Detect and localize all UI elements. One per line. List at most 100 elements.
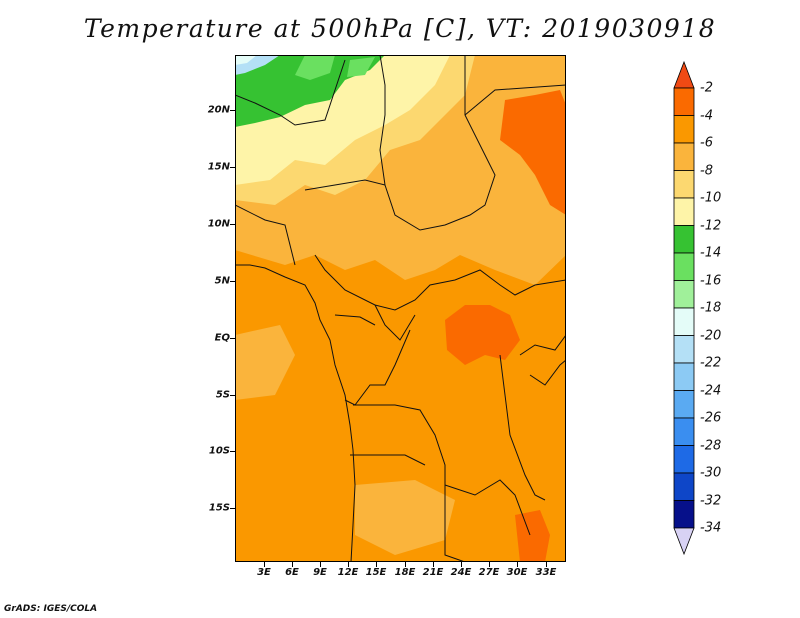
- lon-label: 6E: [285, 567, 299, 578]
- chart-title: Temperature at 500hPa [C], VT: 201903091…: [83, 14, 717, 43]
- colorbar-segment: [673, 252, 695, 281]
- colorbar-label: -8: [700, 163, 713, 178]
- border-7: [374, 304, 416, 341]
- lat-label: 15N: [207, 161, 230, 173]
- border-1: [379, 55, 496, 231]
- lat-label: 5N: [214, 275, 230, 287]
- colorbar-label: -20: [700, 328, 722, 343]
- lon-label: 12E: [337, 567, 359, 578]
- colorbar-segment: [673, 445, 695, 474]
- field-band-minus20: [235, 55, 257, 65]
- map-panel: [235, 55, 566, 562]
- colorbar-label: -32: [700, 493, 722, 508]
- colorbar-label: -26: [700, 410, 722, 426]
- field-lobe-west: [235, 325, 295, 400]
- coastline: [235, 264, 356, 562]
- colorbar-segment: [673, 197, 695, 226]
- colorbar-label: -4: [700, 108, 713, 123]
- lon-label: 33E: [535, 567, 557, 578]
- field-patch-ne: [500, 90, 566, 215]
- colorbar-label: -6: [700, 135, 713, 151]
- lat-tick: [230, 395, 235, 396]
- border-2: [464, 84, 566, 116]
- lon-label: 15E: [365, 567, 387, 578]
- colorbar-segment: [673, 390, 695, 419]
- border-5: [235, 204, 296, 266]
- border-11: [350, 454, 426, 466]
- lon-tick: [376, 562, 377, 567]
- lon-tick: [517, 562, 518, 567]
- lon-label: 27E: [478, 567, 500, 578]
- lon-tick: [433, 562, 434, 567]
- lon-label: 9E: [313, 567, 327, 578]
- lat-label: 15S: [208, 502, 230, 514]
- temperature-map: [235, 55, 566, 562]
- lon-tick: [348, 562, 349, 567]
- lon-label: 18E: [394, 567, 416, 578]
- colorbar-segment: [673, 307, 695, 336]
- colorbar-label: -16: [700, 273, 722, 288]
- lon-tick: [292, 562, 293, 567]
- lon-tick: [489, 562, 490, 567]
- field-patch-south: [515, 510, 550, 562]
- colorbar-top-arrow: [673, 60, 695, 89]
- border-14: [519, 334, 566, 356]
- lat-label: EQ: [214, 332, 230, 344]
- colorbar-segments: [673, 60, 695, 556]
- colorbar-segment: [673, 362, 695, 391]
- lon-label: 21E: [422, 567, 444, 578]
- colorbar-segment: [673, 280, 695, 309]
- colorbar-label: -30: [700, 465, 722, 481]
- lat-label: 20N: [207, 104, 230, 116]
- lat-tick: [230, 451, 235, 452]
- border-6: [314, 254, 566, 311]
- border-15: [444, 479, 531, 536]
- colorbar-label: -14: [700, 245, 722, 261]
- field-band-minus14: [235, 55, 385, 127]
- lon-tick: [461, 562, 462, 567]
- field-lobe-south: [355, 480, 455, 555]
- lat-label: 5S: [215, 389, 230, 401]
- lon-tick: [546, 562, 547, 567]
- field-band-minus16b: [347, 57, 375, 77]
- lat-label: 10N: [207, 218, 230, 230]
- border-10: [353, 404, 446, 485]
- lat-tick: [230, 338, 235, 339]
- lon-label: 3E: [257, 567, 271, 578]
- lon-label: 30E: [506, 567, 528, 578]
- colorbar-segment: [673, 115, 695, 144]
- field-band-minus16: [295, 55, 335, 80]
- border-4: [304, 179, 386, 191]
- colorbar-bottom-arrow: [673, 527, 695, 556]
- lat-tick: [230, 281, 235, 282]
- border-8: [334, 314, 376, 326]
- colorbar-label: -18: [700, 300, 722, 316]
- border-3: [235, 59, 346, 126]
- colorbar-segment: [673, 472, 695, 501]
- colorbar-label: -24: [700, 383, 722, 398]
- lat-tick: [230, 508, 235, 509]
- colorbar-segment: [673, 87, 695, 116]
- border-12: [444, 485, 466, 562]
- colorbar-segment: [673, 170, 695, 199]
- border-13: [499, 354, 546, 501]
- colorbar-label: -10: [700, 190, 722, 206]
- lat-tick: [230, 167, 235, 168]
- colorbar-label: -12: [700, 218, 722, 233]
- lat-label: 10S: [208, 445, 230, 457]
- colorbar-label: -28: [700, 438, 722, 453]
- colorbar-segment: [673, 500, 695, 529]
- lat-tick: [230, 110, 235, 111]
- map-frame: [235, 55, 566, 562]
- colorbar-segment: [673, 225, 695, 254]
- colorbar-label: -34: [700, 520, 722, 536]
- lat-tick: [230, 224, 235, 225]
- field-patch-congo: [445, 305, 520, 365]
- lon-tick: [320, 562, 321, 567]
- lon-label: 24E: [450, 567, 472, 578]
- grads-credit: GrADS: IGES/COLA: [4, 604, 98, 614]
- colorbar-label: -2: [700, 80, 713, 96]
- lon-tick: [405, 562, 406, 567]
- colorbar-segment: [673, 142, 695, 171]
- lon-tick: [264, 562, 265, 567]
